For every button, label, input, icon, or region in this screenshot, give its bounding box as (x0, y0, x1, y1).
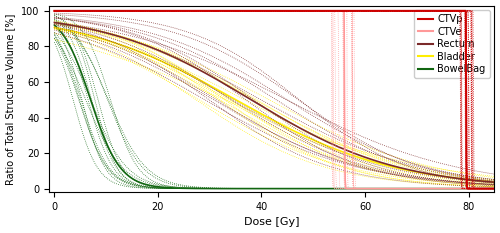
Legend: CTVp, CTVe, Rectum, Bladder, BowelBag: CTVp, CTVe, Rectum, Bladder, BowelBag (414, 10, 490, 78)
Y-axis label: Ratio of Total Structure Volume [%]: Ratio of Total Structure Volume [%] (6, 13, 16, 185)
X-axis label: Dose [Gy]: Dose [Gy] (244, 217, 300, 227)
